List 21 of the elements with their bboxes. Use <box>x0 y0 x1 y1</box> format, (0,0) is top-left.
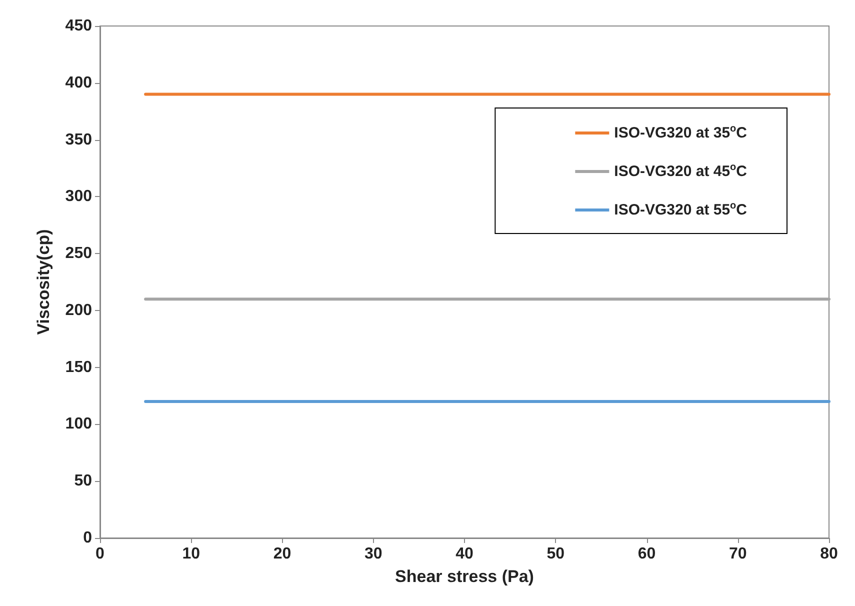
y-tick-label: 100 <box>65 416 92 433</box>
y-tick-label: 0 <box>83 530 92 546</box>
x-tick-label: 70 <box>728 546 747 562</box>
y-axis-title: Viscosity(cp) <box>34 229 53 335</box>
x-tick-label: 20 <box>273 546 292 562</box>
y-tick-label: 150 <box>65 358 92 376</box>
x-tick-label: 0 <box>96 546 105 562</box>
x-tick-label: 60 <box>638 546 656 562</box>
y-tick-label: 200 <box>65 302 92 319</box>
y-tick-label: 350 <box>65 131 92 148</box>
y-tick-label: 400 <box>65 74 92 92</box>
y-tick-label: 450 <box>65 18 92 34</box>
x-axis-title: Shear stress (Pa) <box>395 567 534 586</box>
x-tick-label: 30 <box>364 546 382 562</box>
x-tick-label: 10 <box>182 546 200 562</box>
y-tick-label: 50 <box>74 472 92 490</box>
x-tick-label: 80 <box>820 546 838 562</box>
x-tick-label: 50 <box>546 546 565 562</box>
y-tick-label: 300 <box>65 188 92 206</box>
x-tick-label: 40 <box>456 546 474 562</box>
y-tick-label: 250 <box>65 245 92 262</box>
